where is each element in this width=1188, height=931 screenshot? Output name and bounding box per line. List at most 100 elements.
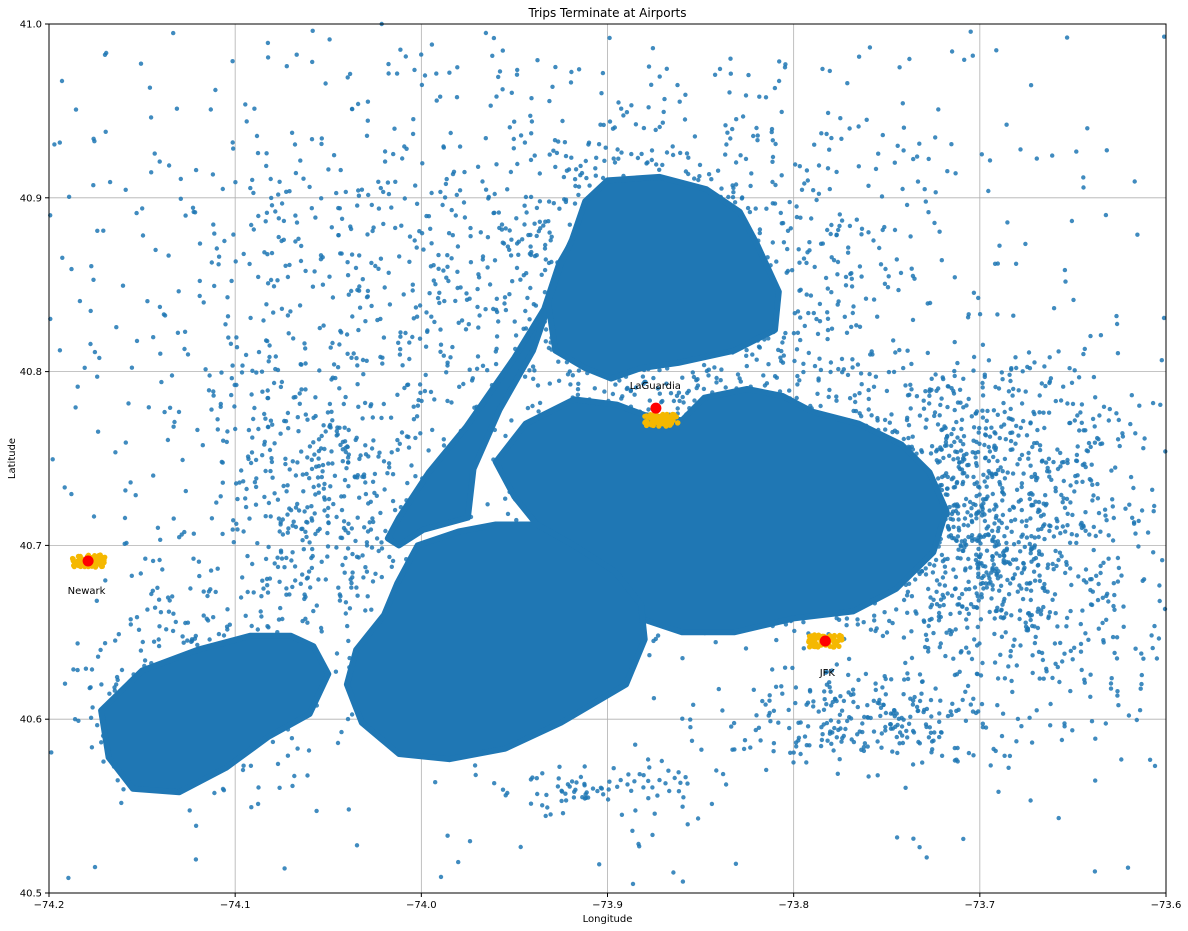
- trip-point: [508, 169, 514, 175]
- trip-point: [928, 697, 934, 703]
- trip-point: [378, 354, 383, 360]
- trip-point: [927, 300, 933, 306]
- trip-point: [1014, 487, 1020, 492]
- trip-point: [882, 281, 888, 286]
- trip-point: [306, 569, 312, 574]
- trip-point: [343, 189, 348, 195]
- trip-point: [1027, 496, 1033, 502]
- trip-point: [831, 748, 836, 753]
- trip-point: [89, 745, 95, 750]
- trip-point: [466, 322, 471, 327]
- trip-point: [937, 734, 942, 740]
- trip-point: [327, 424, 332, 429]
- trip-point: [808, 293, 814, 298]
- trip-point: [753, 206, 758, 211]
- trip-point: [215, 427, 220, 432]
- trip-point: [291, 395, 296, 400]
- trip-point: [1011, 505, 1017, 510]
- trip-point: [1023, 241, 1028, 247]
- trip-point: [218, 494, 223, 499]
- trip-point: [1076, 574, 1081, 579]
- trip-point: [887, 618, 892, 624]
- trip-point: [1006, 664, 1011, 669]
- trip-point: [287, 189, 292, 194]
- trip-point: [790, 665, 795, 671]
- trip-point: [896, 716, 902, 721]
- trip-point: [1083, 428, 1088, 433]
- trip-point: [684, 151, 690, 156]
- trip-point: [969, 656, 975, 662]
- trip-point: [116, 632, 122, 637]
- trip-point: [991, 562, 996, 567]
- trip-point: [880, 227, 885, 233]
- trip-point: [1011, 542, 1017, 547]
- trip-point: [99, 682, 104, 687]
- trip-point: [966, 556, 971, 562]
- trip-point: [1061, 478, 1067, 484]
- trip-point: [1064, 624, 1069, 629]
- trip-point: [332, 473, 338, 478]
- trip-point: [951, 391, 957, 396]
- trip-point: [300, 538, 305, 543]
- trip-point: [1072, 645, 1077, 650]
- trip-point: [208, 568, 214, 573]
- trip-point: [982, 512, 987, 517]
- trip-point: [229, 278, 234, 284]
- trip-point: [243, 352, 249, 358]
- trip-point: [1013, 441, 1018, 446]
- trip-point: [294, 220, 300, 225]
- trip-point: [963, 689, 968, 694]
- trip-point: [528, 113, 533, 119]
- trip-point: [987, 158, 993, 163]
- trip-point: [290, 584, 295, 590]
- trip-point: [276, 216, 281, 221]
- trip-point: [187, 808, 192, 813]
- trip-point: [772, 85, 778, 91]
- trip-point: [383, 528, 388, 534]
- trip-point: [289, 736, 295, 741]
- trip-point: [66, 194, 72, 199]
- trip-point: [945, 404, 950, 410]
- trip-point: [1072, 418, 1078, 423]
- trip-point: [280, 616, 285, 622]
- trip-point: [851, 692, 856, 697]
- trip-point: [292, 564, 298, 569]
- trip-point: [541, 223, 546, 228]
- trip-point: [1064, 496, 1070, 502]
- trip-point: [268, 176, 273, 182]
- trip-point: [1008, 561, 1013, 567]
- trip-point: [816, 163, 822, 168]
- trip-point: [215, 566, 220, 571]
- trip-point: [825, 110, 831, 116]
- trip-point: [410, 334, 415, 340]
- trip-point: [275, 564, 281, 570]
- trip-point: [1139, 681, 1144, 687]
- trip-point: [953, 171, 958, 176]
- trip-point: [507, 292, 512, 297]
- trip-point: [946, 527, 952, 532]
- trip-point: [880, 685, 885, 690]
- trip-point: [1104, 148, 1110, 153]
- trip-point: [1056, 557, 1061, 563]
- trip-point: [171, 424, 176, 429]
- trip-point: [171, 516, 176, 521]
- trip-point: [781, 353, 786, 358]
- trip-point: [732, 200, 738, 205]
- trip-point: [767, 698, 772, 703]
- trip-point: [361, 372, 366, 377]
- trip-point: [952, 339, 957, 345]
- trip-point: [419, 52, 424, 57]
- trip-point: [313, 413, 318, 419]
- trip-point: [1004, 525, 1010, 530]
- trip-point: [219, 370, 224, 375]
- trip-point: [89, 667, 95, 672]
- trip-point: [325, 554, 330, 559]
- trip-point: [949, 49, 955, 54]
- trip-point: [1029, 503, 1034, 508]
- trip-point: [844, 330, 850, 335]
- trip-point: [766, 713, 771, 718]
- trip-point: [251, 190, 256, 196]
- trip-point: [649, 157, 654, 163]
- trip-point: [147, 85, 153, 90]
- trip-point: [357, 284, 362, 289]
